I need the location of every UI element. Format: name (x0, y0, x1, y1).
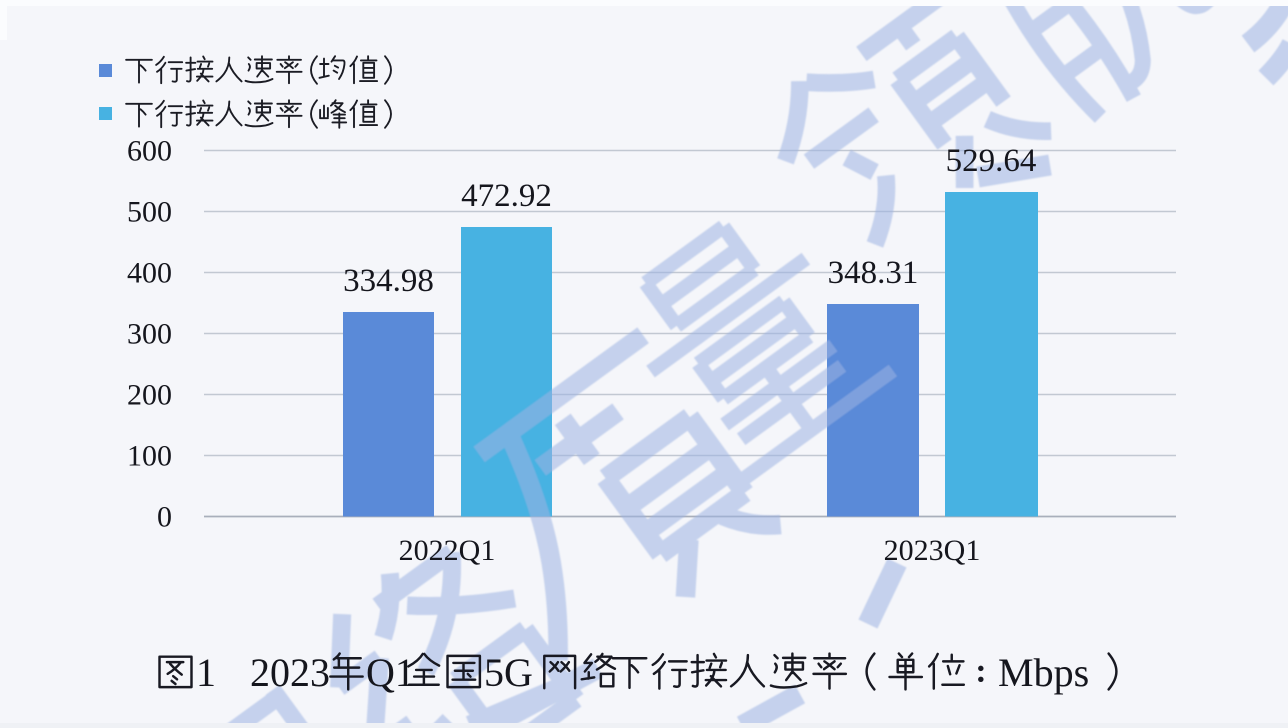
svg-text:100: 100 (127, 440, 172, 473)
svg-text:2022Q1: 2022Q1 (399, 534, 496, 567)
svg-text:472.92: 472.92 (461, 178, 552, 214)
svg-text:500: 500 (127, 196, 172, 229)
svg-text:2023: 2023 (250, 650, 330, 695)
svg-text:Q1: Q1 (366, 650, 415, 695)
svg-text:5G: 5G (484, 650, 533, 695)
svg-text:348.31: 348.31 (828, 255, 919, 291)
svg-text:200: 200 (127, 379, 172, 412)
svg-text:Mbps: Mbps (998, 650, 1089, 695)
svg-text:2023Q1: 2023Q1 (884, 534, 981, 567)
svg-text:400: 400 (127, 257, 172, 290)
svg-text:529.64: 529.64 (946, 143, 1037, 179)
svg-text:0: 0 (157, 501, 172, 534)
svg-text:1: 1 (196, 650, 216, 695)
svg-text:334.98: 334.98 (343, 263, 434, 299)
svg-text:300: 300 (127, 318, 172, 351)
svg-text:600: 600 (127, 135, 172, 168)
